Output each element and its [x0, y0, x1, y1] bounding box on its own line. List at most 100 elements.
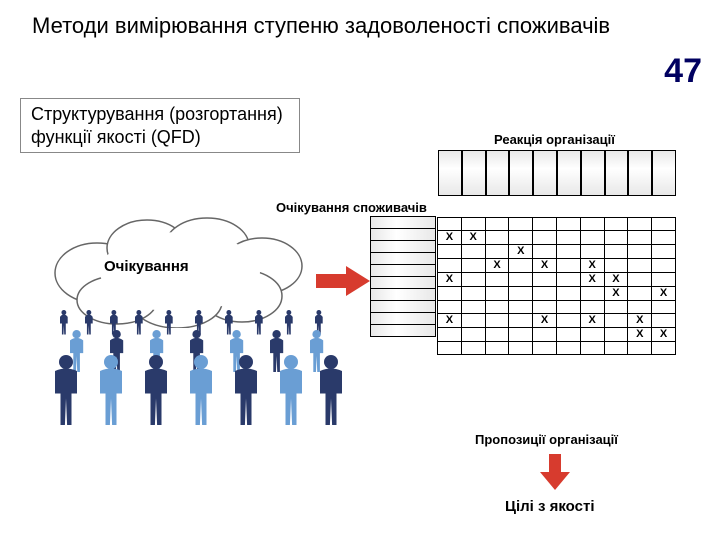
matrix-cell	[580, 301, 604, 314]
matrix-cell: X	[438, 231, 462, 245]
person-icon	[320, 355, 342, 425]
matrix-cell	[604, 314, 628, 328]
matrix-cell	[461, 218, 485, 231]
matrix-cell	[461, 342, 485, 355]
matrix-cell	[628, 342, 652, 355]
matrix-cell	[580, 218, 604, 231]
matrix-cell: X	[461, 231, 485, 245]
matrix-cell	[628, 218, 652, 231]
matrix-cell	[580, 342, 604, 355]
matrix-cell	[485, 328, 509, 342]
matrix-cell	[556, 231, 580, 245]
reaction-column	[486, 150, 510, 196]
matrix-cell	[556, 342, 580, 355]
reaction-column	[462, 150, 486, 196]
matrix-cell	[485, 287, 509, 301]
arrow-right-icon	[316, 266, 370, 296]
person-icon	[225, 310, 233, 335]
matrix-cell: X	[580, 314, 604, 328]
matrix-cell: X	[438, 314, 462, 328]
page-title: Методи вимірювання ступеню задоволеності…	[32, 12, 610, 40]
matrix-cell	[556, 259, 580, 273]
matrix-cell	[556, 314, 580, 328]
matrix-cell	[533, 287, 557, 301]
matrix-cell	[652, 218, 676, 231]
person-icon	[310, 330, 323, 372]
matrix-cell	[628, 273, 652, 287]
reaction-column	[628, 150, 652, 196]
matrix-cell	[580, 231, 604, 245]
matrix-cell	[438, 301, 462, 314]
matrix-cell	[509, 273, 533, 287]
matrix-cell	[509, 342, 533, 355]
matrix-cell: X	[485, 259, 509, 273]
matrix-cell	[652, 314, 676, 328]
qfd-matrix: XXXXXXXXXXXXXXXXX	[437, 217, 676, 355]
matrix-cell	[533, 301, 557, 314]
matrix-cell	[461, 273, 485, 287]
matrix-cell	[485, 273, 509, 287]
reaction-columns	[438, 150, 676, 196]
person-icon	[280, 355, 302, 425]
matrix-cell	[533, 328, 557, 342]
matrix-cell	[604, 259, 628, 273]
matrix-cell	[556, 218, 580, 231]
cloud-label: Очікування	[104, 258, 189, 275]
matrix-cell	[652, 245, 676, 259]
matrix-cell	[509, 301, 533, 314]
matrix-cell: X	[628, 328, 652, 342]
matrix-cell	[604, 342, 628, 355]
matrix-cell	[533, 342, 557, 355]
matrix-cell	[628, 259, 652, 273]
matrix-cell	[438, 245, 462, 259]
matrix-cell	[580, 287, 604, 301]
matrix-cell	[580, 328, 604, 342]
matrix-cell	[485, 342, 509, 355]
matrix-cell	[580, 245, 604, 259]
matrix-cell	[556, 301, 580, 314]
matrix-cell	[485, 314, 509, 328]
matrix-cell: X	[580, 259, 604, 273]
matrix-cell	[509, 314, 533, 328]
matrix-cell	[461, 328, 485, 342]
subtitle-box: Структурування (розгортання) функції яко…	[20, 98, 300, 153]
matrix-cell	[628, 245, 652, 259]
reaction-column	[509, 150, 533, 196]
matrix-cell	[438, 259, 462, 273]
matrix-cell	[652, 342, 676, 355]
matrix-cell	[438, 218, 462, 231]
matrix-cell: X	[628, 314, 652, 328]
person-icon	[135, 310, 143, 335]
matrix-cell	[604, 328, 628, 342]
reaction-column	[533, 150, 557, 196]
matrix-cell	[628, 231, 652, 245]
matrix-cell: X	[438, 273, 462, 287]
person-icon	[70, 330, 83, 372]
reaction-label: Реакція організації	[494, 132, 615, 147]
matrix-cell	[485, 301, 509, 314]
matrix-cell	[485, 245, 509, 259]
people-crowd	[40, 300, 350, 440]
matrix-cell	[509, 287, 533, 301]
matrix-cell	[485, 231, 509, 245]
matrix-cell: X	[533, 314, 557, 328]
matrix-cell	[652, 231, 676, 245]
goals-label: Цілі з якості	[505, 498, 595, 515]
matrix-cell	[652, 301, 676, 314]
matrix-cell	[461, 245, 485, 259]
reaction-column	[605, 150, 629, 196]
reaction-column	[581, 150, 605, 196]
matrix-cell	[556, 273, 580, 287]
reaction-column	[652, 150, 676, 196]
matrix-cell	[533, 218, 557, 231]
matrix-cell	[604, 218, 628, 231]
matrix-cell: X	[652, 287, 676, 301]
person-icon	[270, 330, 283, 372]
matrix-cell	[604, 301, 628, 314]
reaction-column	[438, 150, 462, 196]
matrix-cell	[628, 287, 652, 301]
matrix-cell	[438, 328, 462, 342]
arrow-down-icon	[540, 454, 570, 490]
person-icon	[165, 310, 173, 335]
matrix-cell: X	[509, 245, 533, 259]
